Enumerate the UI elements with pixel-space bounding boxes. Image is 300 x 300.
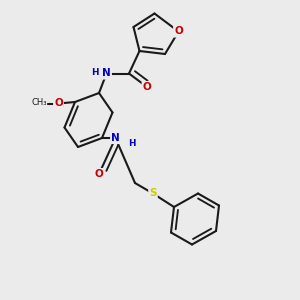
Text: H: H (91, 68, 98, 77)
Text: O: O (174, 26, 183, 37)
Text: N: N (102, 68, 111, 79)
Text: H: H (128, 140, 136, 148)
Text: O: O (54, 98, 63, 109)
Text: O: O (142, 82, 152, 92)
Text: N: N (111, 133, 120, 143)
Text: CH₃: CH₃ (31, 98, 47, 107)
Text: S: S (149, 188, 157, 199)
Text: O: O (94, 169, 103, 179)
